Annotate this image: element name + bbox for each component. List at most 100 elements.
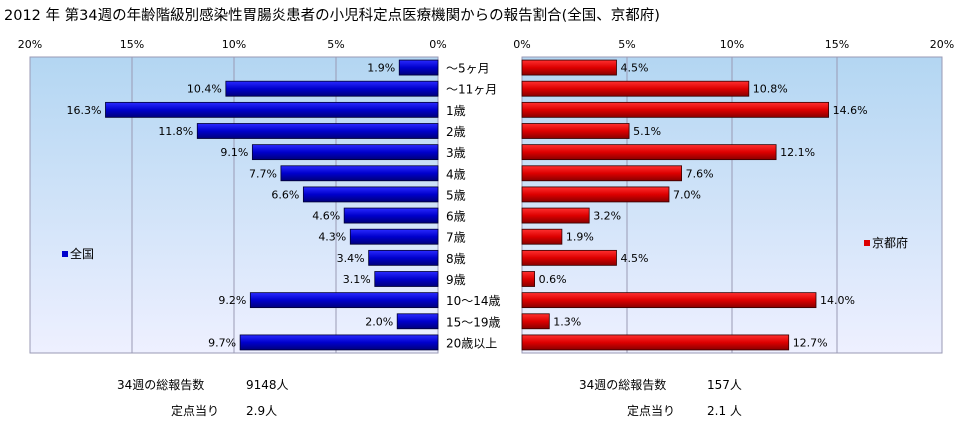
right-bars: 4.5% 10.8% 14.6% 5.1% 12.1% 7.6% 7.0% 3.2% 1.9% 4… [521,59,868,351]
bar-right [521,334,790,351]
data-label-right: 7.6% [686,167,714,180]
data-label-left: 10.4% [187,83,222,96]
category-label: 15～19歳 [446,315,501,329]
footer-left-per-value: 2.9人 [246,404,278,418]
data-label-left: 6.6% [271,188,299,201]
footer-right-per-label: 定点当り [627,404,676,418]
bar-right [521,59,617,76]
data-label-left: 16.3% [67,104,102,117]
data-label-left: 3.1% [343,273,371,286]
footer-left-per-label: 定点当り [171,404,220,418]
data-label-right: 10.8% [753,83,788,96]
x-tick-right: 5% [618,38,635,51]
data-label-left: 4.6% [312,210,340,223]
footer-right-total-label: 34週の総報告数 [579,378,667,392]
category-label: ～11ヶ月 [446,83,497,97]
data-label-right: 0.6% [539,273,567,286]
category-label: 9歳 [446,273,466,287]
bar-right [521,228,563,245]
bar-left [249,292,439,309]
category-label: ～5ヶ月 [446,62,490,76]
category-label: 10～14歳 [446,294,501,308]
left-bars: 1.9% 10.4% 16.3% 11.8% 9.1%7.7% 6.6% 4.6% 4.3% 3… [67,59,439,351]
legend-left-swatch [62,251,68,257]
bar-left [239,334,439,351]
bar-right [521,165,683,182]
data-label-right: 3.2% [593,210,621,223]
category-labels: ～5ヶ月 ～11ヶ月 1歳 2歳 3歳 4歳 5歳 6歳 7歳 8歳 9歳 10～14歳 15～19歳 2… [446,62,501,351]
category-label: 6歳 [446,210,466,224]
category-label: 7歳 [446,231,466,245]
bar-left [343,207,439,224]
category-label: 20歳以上 [446,336,497,350]
data-label-right: 14.0% [820,294,855,307]
footer-left-total-label: 34週の総報告数 [117,378,205,392]
bar-left [374,271,439,287]
data-label-right: 7.0% [673,188,701,201]
data-label-right: 12.1% [780,146,815,159]
bar-right [521,207,590,224]
legend-right-swatch [864,240,870,246]
x-tick-right: 10% [720,38,744,51]
footer-right-total-value: 157人 [707,378,742,392]
data-label-right: 4.5% [621,62,649,75]
bar-right [521,313,550,330]
bar-right [521,292,817,309]
bar-right [521,271,536,287]
chart-title: 2012 年 第34週の年齢階級別感染性胃腸炎患者の小児科定点医療機関からの報告… [4,6,660,24]
data-label-left: 4.3% [318,231,346,244]
bar-left [349,228,439,245]
data-label-left: 9.1% [220,146,248,159]
category-label: 4歳 [446,167,466,181]
x-tick-left: 10% [222,38,246,51]
bar-left [368,249,439,266]
category-label: 5歳 [446,188,466,202]
bar-left [105,101,439,118]
x-tick-right: 0% [513,38,530,51]
category-label: 3歳 [446,146,466,160]
bar-right [521,123,630,139]
x-tick-left: 20% [18,38,42,51]
footer-left-total-value: 9148人 [246,378,289,392]
data-label-left: 9.7% [208,336,236,349]
data-label-right: 12.7% [793,336,828,349]
data-label-right: 4.5% [621,252,649,265]
category-label: 8歳 [446,252,466,266]
data-label-left: 7.7% [249,167,277,180]
bar-left [225,80,439,97]
bar-right [521,249,617,266]
bar-left [280,165,439,182]
data-label-right: 1.9% [566,231,594,244]
bar-left [396,313,439,330]
category-label: 1歳 [446,104,466,118]
legend-right: 京都府 [864,235,908,250]
x-tick-left: 15% [120,38,144,51]
bar-left [196,123,439,139]
bar-right [521,101,830,118]
x-tick-left: 0% [429,38,446,51]
data-label-right: 14.6% [833,104,868,117]
data-label-left: 3.4% [337,252,365,265]
data-label-right: 5.1% [633,125,661,138]
bar-right [521,186,670,203]
bar-right [521,144,777,161]
data-label-left: 2.0% [365,315,393,328]
data-label-left: 1.9% [367,62,395,75]
legend-right-label: 京都府 [872,235,908,250]
bar-left [398,59,439,76]
bar-left [251,144,439,161]
legend-left-label: 全国 [70,246,94,261]
footer-right-per-value: 2.1 人 [707,404,742,418]
data-label-left: 11.8% [158,125,193,138]
bar-right [521,80,750,97]
data-label-right: 1.3% [553,315,581,328]
x-tick-left: 5% [327,38,344,51]
x-axis-ticks: 20% 15% 10% 5% 0% 0% 5% 10% 15% 20% [18,38,954,51]
bar-left [302,186,439,203]
x-tick-right: 20% [930,38,954,51]
x-tick-right: 15% [825,38,849,51]
legend-left: 全国 [62,246,94,261]
category-label: 2歳 [446,125,466,139]
data-label-left: 9.2% [218,294,246,307]
